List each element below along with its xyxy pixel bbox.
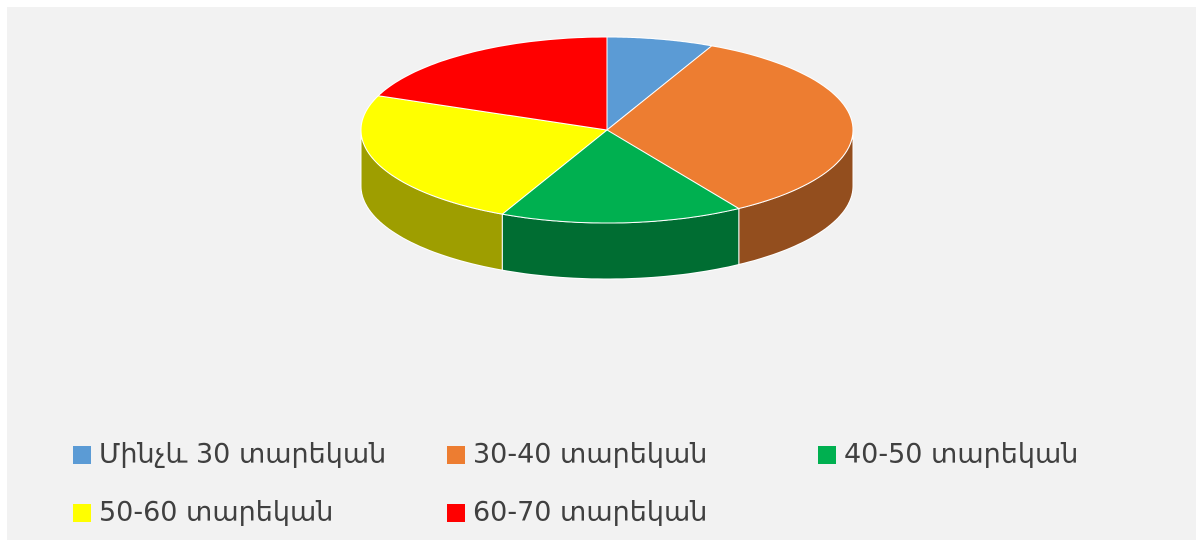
slice	[606, 45, 854, 210]
legend-swatch	[447, 504, 465, 522]
legend-label: Մինչև 30 տարեկան	[99, 439, 386, 470]
slice	[606, 36, 713, 132]
legend-swatch	[818, 446, 836, 464]
slice	[501, 129, 741, 224]
legend-swatch	[73, 446, 91, 464]
legend-swatch	[73, 504, 91, 522]
slice	[360, 95, 609, 215]
legend-swatch	[447, 446, 465, 464]
legend-label: 60-70 տարեկան	[473, 497, 707, 528]
slice	[377, 36, 608, 131]
legend-label: 50-60 տարեկան	[99, 497, 333, 528]
legend-label: 40-50 տարեկան	[844, 439, 1078, 470]
legend-label: 30-40 տարեկան	[473, 439, 707, 470]
